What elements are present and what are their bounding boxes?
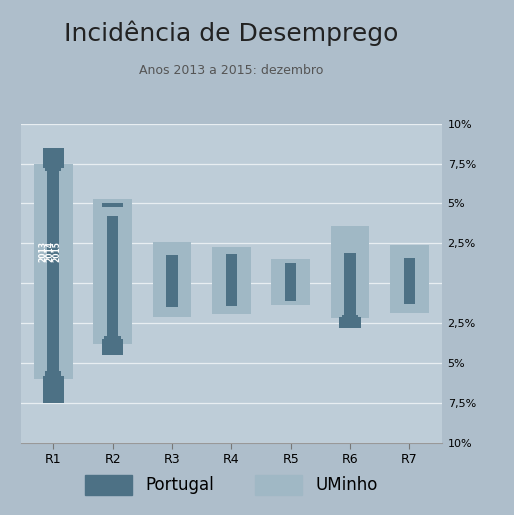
Bar <box>221 251 242 283</box>
Bar <box>166 254 178 283</box>
Bar <box>271 283 310 305</box>
Bar <box>280 283 301 302</box>
Bar <box>280 283 301 302</box>
Bar <box>93 199 132 283</box>
Bar <box>344 283 356 315</box>
Bar <box>342 251 358 283</box>
Bar <box>403 283 415 304</box>
Bar <box>283 283 299 302</box>
Bar <box>280 263 301 283</box>
Bar <box>161 245 182 283</box>
Text: 2015: 2015 <box>52 241 61 262</box>
Text: Incidência de Desemprego: Incidência de Desemprego <box>64 21 398 46</box>
Bar <box>34 283 72 379</box>
Bar <box>339 283 361 328</box>
Bar <box>344 253 356 283</box>
Bar <box>395 283 424 311</box>
Text: 2014: 2014 <box>45 241 54 262</box>
Bar <box>401 283 417 306</box>
Bar <box>285 283 297 301</box>
Bar <box>104 283 121 347</box>
Bar <box>395 247 424 283</box>
Bar <box>164 251 180 283</box>
Text: 2013: 2013 <box>38 241 47 262</box>
Bar <box>45 283 61 387</box>
Bar <box>276 260 305 283</box>
Bar <box>39 168 68 283</box>
Bar <box>399 283 420 310</box>
Bar <box>47 168 59 283</box>
Bar <box>43 283 64 403</box>
Bar <box>403 258 415 283</box>
Bar <box>34 164 72 283</box>
Bar <box>283 263 299 283</box>
Bar <box>331 226 370 283</box>
Bar <box>43 148 64 283</box>
Bar <box>161 283 182 314</box>
Bar <box>331 283 370 318</box>
Bar <box>93 283 132 344</box>
Bar <box>45 159 61 283</box>
Bar <box>276 283 305 303</box>
Bar <box>216 248 246 283</box>
Bar <box>340 283 360 315</box>
Bar <box>226 254 237 283</box>
Bar <box>212 247 251 283</box>
Bar <box>161 248 182 283</box>
Bar <box>98 283 127 339</box>
Bar <box>340 239 360 283</box>
Bar <box>102 283 123 355</box>
Bar <box>102 283 123 336</box>
Bar <box>107 216 118 283</box>
Bar <box>161 283 182 312</box>
Bar <box>164 283 180 311</box>
Bar <box>102 210 123 283</box>
Bar <box>223 283 240 309</box>
Bar <box>43 171 64 283</box>
Bar <box>221 283 242 309</box>
Bar <box>39 283 68 376</box>
Bar <box>157 244 187 283</box>
Bar <box>221 250 242 283</box>
Bar <box>104 212 121 283</box>
Bar <box>216 283 246 312</box>
Bar <box>166 283 178 307</box>
Bar <box>226 283 237 305</box>
Bar <box>107 283 118 339</box>
Bar <box>399 283 420 307</box>
Bar <box>399 248 420 283</box>
Bar <box>335 237 365 283</box>
Bar <box>223 251 240 283</box>
Bar <box>339 251 361 283</box>
Bar <box>43 283 64 371</box>
Bar <box>271 259 310 283</box>
Legend: Portugal, UMinho: Portugal, UMinho <box>78 468 384 502</box>
Bar <box>390 283 429 313</box>
Bar <box>98 207 127 283</box>
Bar <box>390 245 429 283</box>
Bar <box>335 283 365 317</box>
Bar <box>221 283 242 311</box>
Bar <box>47 283 59 371</box>
Bar <box>401 256 417 283</box>
Bar <box>153 242 191 283</box>
Bar <box>153 283 191 317</box>
Bar <box>102 203 123 283</box>
Bar <box>212 283 251 314</box>
Bar <box>280 260 301 283</box>
Bar <box>342 283 358 321</box>
Text: Anos 2013 a 2015: dezembro: Anos 2013 a 2015: dezembro <box>139 64 323 77</box>
Bar <box>157 283 187 315</box>
Bar <box>285 263 297 283</box>
Bar <box>399 254 420 283</box>
